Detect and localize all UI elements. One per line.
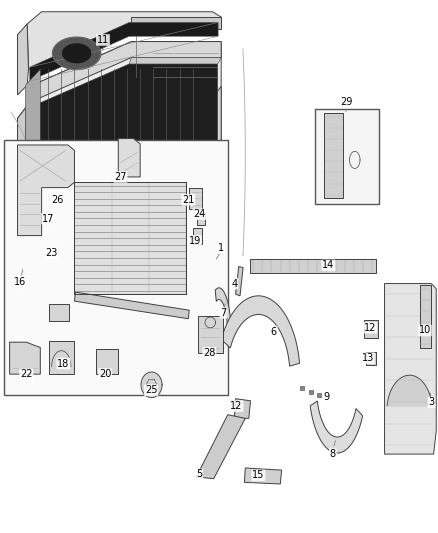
Polygon shape [30,42,221,102]
Polygon shape [18,145,74,236]
Polygon shape [244,468,282,484]
Text: 21: 21 [182,195,194,205]
Polygon shape [10,342,40,374]
Polygon shape [234,399,251,418]
Polygon shape [193,228,202,244]
Text: 25: 25 [145,385,157,395]
Polygon shape [387,375,432,406]
Polygon shape [366,352,376,365]
Polygon shape [27,12,221,69]
Text: 12: 12 [230,401,243,411]
Text: 15: 15 [252,471,265,480]
Text: 5: 5 [196,470,202,479]
Text: 29: 29 [340,98,352,107]
Polygon shape [236,266,243,296]
Polygon shape [96,349,118,374]
Text: 27: 27 [114,172,127,182]
Polygon shape [74,292,189,319]
Polygon shape [324,113,343,198]
Polygon shape [53,37,101,69]
Polygon shape [197,213,205,225]
Text: 13: 13 [362,353,374,363]
Text: 12: 12 [364,323,376,333]
Polygon shape [18,269,223,298]
FancyBboxPatch shape [315,109,379,204]
Text: 23: 23 [46,248,58,258]
Polygon shape [198,316,223,353]
FancyBboxPatch shape [4,140,228,395]
Text: 16: 16 [14,278,26,287]
Text: 4: 4 [231,279,237,288]
Text: 28: 28 [203,348,215,358]
Polygon shape [221,296,300,366]
Text: 18: 18 [57,359,70,368]
Polygon shape [21,187,54,219]
Polygon shape [250,259,376,273]
Polygon shape [215,288,231,330]
Text: 8: 8 [330,449,336,459]
Polygon shape [310,401,363,453]
Polygon shape [385,284,436,454]
Text: 11: 11 [97,35,109,45]
Polygon shape [30,22,218,81]
Text: 6: 6 [271,327,277,336]
Text: 20: 20 [99,369,111,379]
Polygon shape [74,182,186,294]
Text: 26: 26 [51,195,63,205]
Text: 22: 22 [20,369,32,379]
Text: 9: 9 [323,392,329,402]
Text: 19: 19 [189,236,201,246]
Text: 1: 1 [218,243,224,253]
Text: 7: 7 [220,308,226,318]
Polygon shape [196,415,245,479]
Polygon shape [189,188,202,209]
Polygon shape [49,304,69,321]
Polygon shape [25,69,40,256]
Text: 3: 3 [428,398,434,407]
Polygon shape [364,320,378,338]
Polygon shape [18,24,28,95]
Polygon shape [141,372,162,398]
Polygon shape [209,86,221,272]
Polygon shape [18,102,30,262]
Polygon shape [63,44,91,63]
Polygon shape [18,42,221,272]
Polygon shape [420,285,431,348]
Text: 17: 17 [42,214,54,223]
Polygon shape [118,139,140,177]
Polygon shape [49,341,74,374]
Polygon shape [131,17,221,29]
Text: 14: 14 [322,261,335,270]
Polygon shape [129,58,221,64]
Text: 24: 24 [193,209,205,219]
Text: 10: 10 [419,326,431,335]
Polygon shape [25,64,218,256]
